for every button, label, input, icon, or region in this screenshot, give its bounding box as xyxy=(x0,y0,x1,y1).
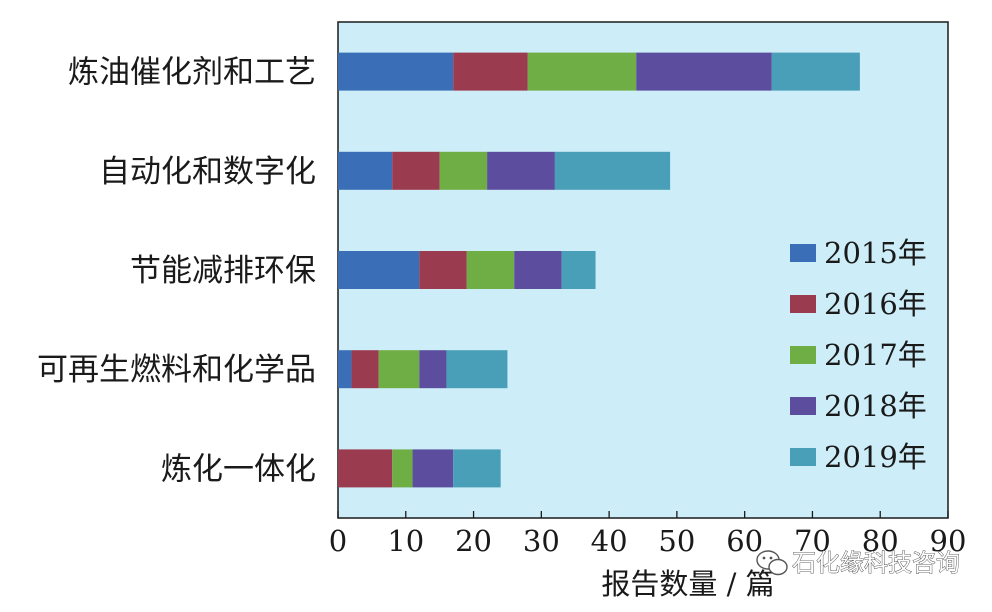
x-tick-label: 0 xyxy=(329,524,347,558)
x-tick-label: 30 xyxy=(523,524,560,558)
legend-label: 2016年 xyxy=(824,287,927,321)
bar-segment xyxy=(453,449,501,488)
legend-swatch xyxy=(790,244,816,262)
category-label: 可再生燃料和化学品 xyxy=(37,352,316,388)
x-tick-label: 80 xyxy=(862,524,899,558)
bar-segment xyxy=(453,52,528,91)
legend-label: 2019年 xyxy=(824,440,927,474)
watermark-text: 石化缘科技咨询 xyxy=(792,549,960,577)
bar-segment xyxy=(439,151,488,190)
bar-segment xyxy=(527,52,637,91)
x-axis-ticks: 0 10 20 30 40 50 60 70 80 90 xyxy=(329,511,967,558)
bar-segment xyxy=(412,449,454,488)
bars xyxy=(338,52,860,488)
bar-segment xyxy=(561,251,596,289)
bar-segment xyxy=(446,350,508,389)
bar-segment xyxy=(771,52,860,91)
bar-segment xyxy=(392,449,413,488)
legend: 2015年 2016年 2017年 2018年 2019年 xyxy=(790,236,927,474)
bar-segment xyxy=(419,251,467,289)
bar-segment xyxy=(338,350,352,389)
category-label: 节能减排环保 xyxy=(130,253,316,289)
category-label: 炼油催化剂和工艺 xyxy=(68,55,316,91)
bar-segment xyxy=(466,251,515,289)
x-axis-title: 报告数量 / 篇 xyxy=(601,567,774,601)
bar-segment xyxy=(392,151,440,190)
legend-label: 2015年 xyxy=(824,236,927,270)
x-tick-label: 90 xyxy=(930,524,967,558)
bar-segment xyxy=(338,449,393,488)
wechat-icon xyxy=(756,550,788,576)
bar-segment xyxy=(338,151,393,190)
legend-swatch xyxy=(790,346,816,364)
x-tick-label: 20 xyxy=(455,524,492,558)
bar-segment xyxy=(338,251,420,289)
x-tick-label: 60 xyxy=(726,524,763,558)
x-tick-label: 70 xyxy=(794,524,831,558)
legend-swatch xyxy=(790,397,816,415)
x-tick-label: 10 xyxy=(387,524,424,558)
legend-swatch xyxy=(790,295,816,313)
legend-label: 2018年 xyxy=(824,389,927,423)
legend-swatch xyxy=(790,448,816,466)
bar-segment xyxy=(351,350,379,389)
bar-segment xyxy=(514,251,562,289)
category-label: 自动化和数字化 xyxy=(99,154,316,190)
x-tick-label: 50 xyxy=(658,524,695,558)
bar-segment xyxy=(338,52,454,91)
bar-segment xyxy=(419,350,447,389)
bar-segment xyxy=(554,151,671,190)
category-label: 炼化一体化 xyxy=(161,451,316,487)
x-tick-label: 40 xyxy=(591,524,628,558)
bar-segment xyxy=(378,350,420,389)
bar-segment xyxy=(636,52,772,91)
bar-segment xyxy=(487,151,555,190)
watermark: 石化缘科技咨询 xyxy=(756,549,960,577)
legend-label: 2017年 xyxy=(824,338,927,372)
